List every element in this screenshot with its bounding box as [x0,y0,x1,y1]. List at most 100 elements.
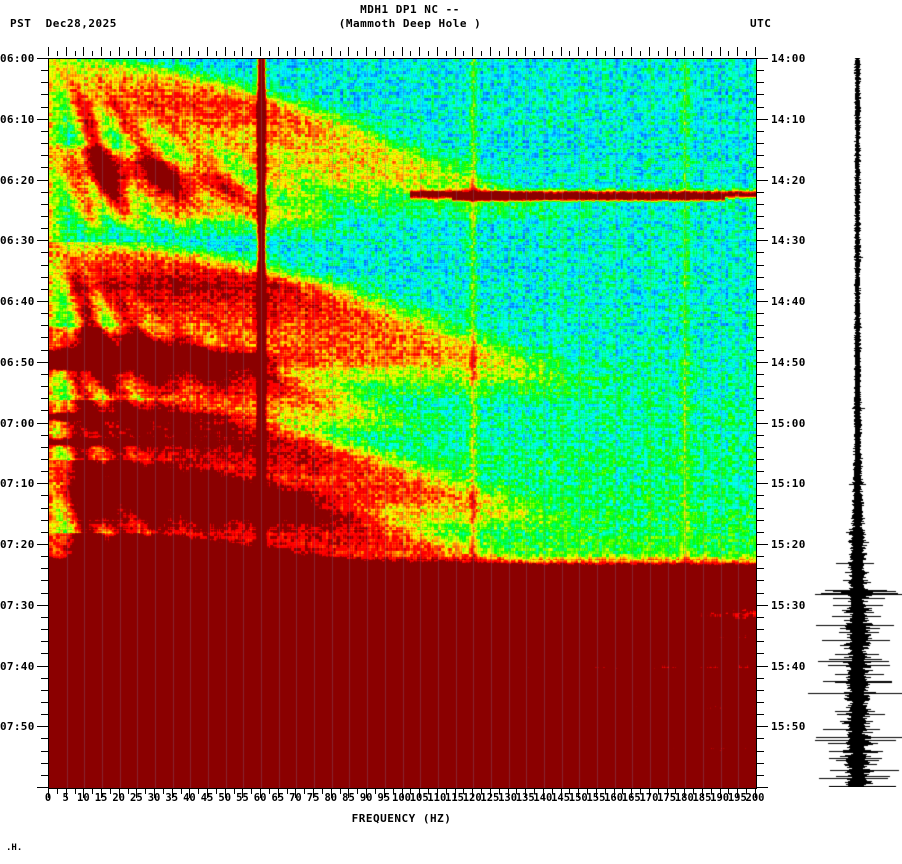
left-tick-minor [41,617,48,618]
freq-tick-top-minor [446,51,447,56]
freq-tick-major [702,789,703,798]
right-tick-major [757,544,768,545]
right-tick-minor [757,143,764,144]
left-tick-minor [41,192,48,193]
left-tick-major [37,58,48,59]
freq-tick-minor [181,789,182,794]
freq-label: 120 [462,792,482,804]
left-tick-minor [41,82,48,83]
freq-tick-top-minor [340,51,341,56]
corner-mark: .H. [6,843,23,853]
freq-tick-major [508,789,509,798]
freq-label: 35 [165,792,179,804]
freq-tick-major [331,789,332,798]
left-tick-minor [41,337,48,338]
freq-tick-top-major [472,47,473,56]
freq-tick-minor [446,789,447,794]
freq-tick-top-minor [711,51,712,56]
freq-tick-minor [622,789,623,794]
freq-tick-top-major [119,47,120,56]
freq-tick-top-minor [234,51,235,56]
right-tick-minor [757,641,764,642]
freq-tick-minor [428,789,429,794]
freq-label: 10 [77,792,90,804]
right-tick-minor [757,192,764,193]
right-tick-minor [757,714,764,715]
left-tick-minor [41,131,48,132]
freq-tick-minor [304,789,305,794]
left-time-label: 06:30 [0,234,35,248]
freq-tick-minor [728,789,729,794]
freq-tick-top-minor [428,51,429,56]
freq-label: 75 [306,792,320,804]
right-tick-major [757,119,768,120]
spectrogram-image [49,59,756,788]
freq-tick-top-minor [287,51,288,56]
right-tick-minor [757,350,764,351]
freq-tick-major [667,789,668,798]
left-tick-minor [41,313,48,314]
right-tick-minor [757,763,764,764]
left-tick-minor [41,495,48,496]
right-tick-minor [757,495,764,496]
freq-tick-major [578,789,579,798]
freq-tick-minor [216,789,217,794]
right-tick-minor [757,653,764,654]
right-tick-minor [757,629,764,630]
left-tick-minor [41,775,48,776]
freq-tick-major [419,789,420,798]
left-tick-minor [41,350,48,351]
right-time-label: 15:40 [771,659,806,673]
freq-tick-minor [110,789,111,794]
left-tick-minor [41,593,48,594]
spectrogram-plot[interactable] [48,58,757,789]
right-tick-minor [757,435,764,436]
left-tick-major [37,240,48,241]
freq-tick-top-minor [693,51,694,56]
freq-label: 140 [533,792,553,804]
right-tick-minor [757,216,764,217]
freq-tick-major [631,789,632,798]
freq-tick-top-major [437,47,438,56]
freq-tick-major [561,789,562,798]
left-tick-minor [41,398,48,399]
left-tick-major [37,423,48,424]
right-tick-minor [757,167,764,168]
freq-label: 150 [568,792,588,804]
right-tick-minor [757,702,764,703]
right-tick-minor [757,386,764,387]
freq-tick-minor [499,789,500,794]
right-tick-minor [757,447,764,448]
freq-label: 115 [445,792,464,804]
right-time-label: 15:30 [771,598,806,612]
freq-tick-minor [693,789,694,794]
freq-tick-top-major [684,47,685,56]
right-tick-minor [757,678,764,679]
right-tick-minor [757,265,764,266]
freq-tick-top-major [331,47,332,56]
station-subtitle: (Mammoth Deep Hole ) [338,17,482,30]
freq-tick-major [278,789,279,798]
left-tick-minor [41,325,48,326]
left-tick-minor [41,167,48,168]
freq-label: 200 [745,792,765,804]
freq-tick-major [649,789,650,798]
freq-tick-top-minor [145,51,146,56]
freq-tick-top-minor [357,51,358,56]
freq-label: 125 [480,792,500,804]
freq-tick-minor [198,789,199,794]
left-tick-minor [41,374,48,375]
right-tick-minor [757,228,764,229]
left-tick-minor [41,277,48,278]
freq-label: 135 [515,792,535,804]
freq-tick-top-minor [304,51,305,56]
freq-tick-top-major [649,47,650,56]
freq-tick-top-minor [605,51,606,56]
freq-label: 40 [183,792,196,804]
right-tick-major [757,726,768,727]
freq-tick-top-minor [216,51,217,56]
freq-tick-minor [322,789,323,794]
freq-tick-minor [357,789,358,794]
freq-tick-major [101,789,102,798]
freq-tick-top-major [260,47,261,56]
